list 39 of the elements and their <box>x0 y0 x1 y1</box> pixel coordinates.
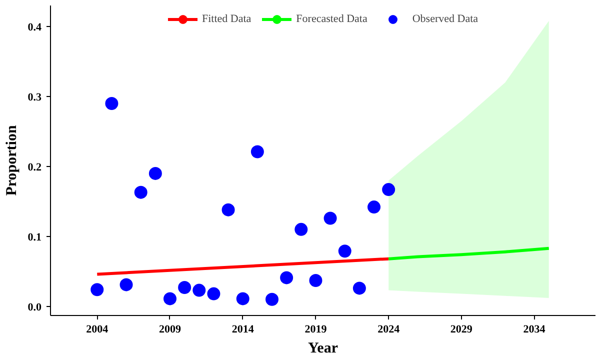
x-tick-label: 2009 <box>158 324 182 336</box>
point <box>236 292 250 306</box>
point <box>250 145 264 158</box>
point <box>192 284 206 297</box>
point <box>368 200 381 214</box>
y-axis-title: Proportion <box>4 124 20 196</box>
point <box>105 96 118 110</box>
x-tick-label: 2034 <box>523 324 546 336</box>
point <box>338 244 352 258</box>
y-tick-label: 0.1 <box>28 231 42 244</box>
legend-label: Forecasted Data <box>296 13 368 25</box>
x-tick-label: 2024 <box>378 324 400 336</box>
x-tick-label: 2029 <box>450 324 473 336</box>
y-tick-label: 0.2 <box>28 161 42 174</box>
point <box>309 274 322 287</box>
line-series <box>387 246 550 260</box>
point <box>294 222 308 236</box>
point <box>163 292 176 306</box>
point <box>207 287 220 300</box>
x-tick-label: 2014 <box>232 324 254 336</box>
point <box>90 283 104 296</box>
point <box>265 292 278 306</box>
point <box>148 166 162 180</box>
point <box>120 278 133 292</box>
point <box>280 271 294 284</box>
point <box>134 186 148 199</box>
point <box>352 282 366 295</box>
y-tick-label: 0.3 <box>28 91 42 104</box>
legend-label: Observed Data <box>412 13 478 25</box>
legend-label: Fitted Data <box>202 13 252 25</box>
x-tick-label: 2019 <box>304 324 328 336</box>
point <box>324 212 337 225</box>
point <box>178 281 192 294</box>
y-tick-label: 0.0 <box>28 301 42 314</box>
point <box>222 203 235 216</box>
x-axis-title: Year <box>308 340 338 356</box>
point <box>382 183 396 196</box>
y-tick-label: 0.4 <box>28 21 42 34</box>
x-tick-label: 2004 <box>86 324 109 336</box>
